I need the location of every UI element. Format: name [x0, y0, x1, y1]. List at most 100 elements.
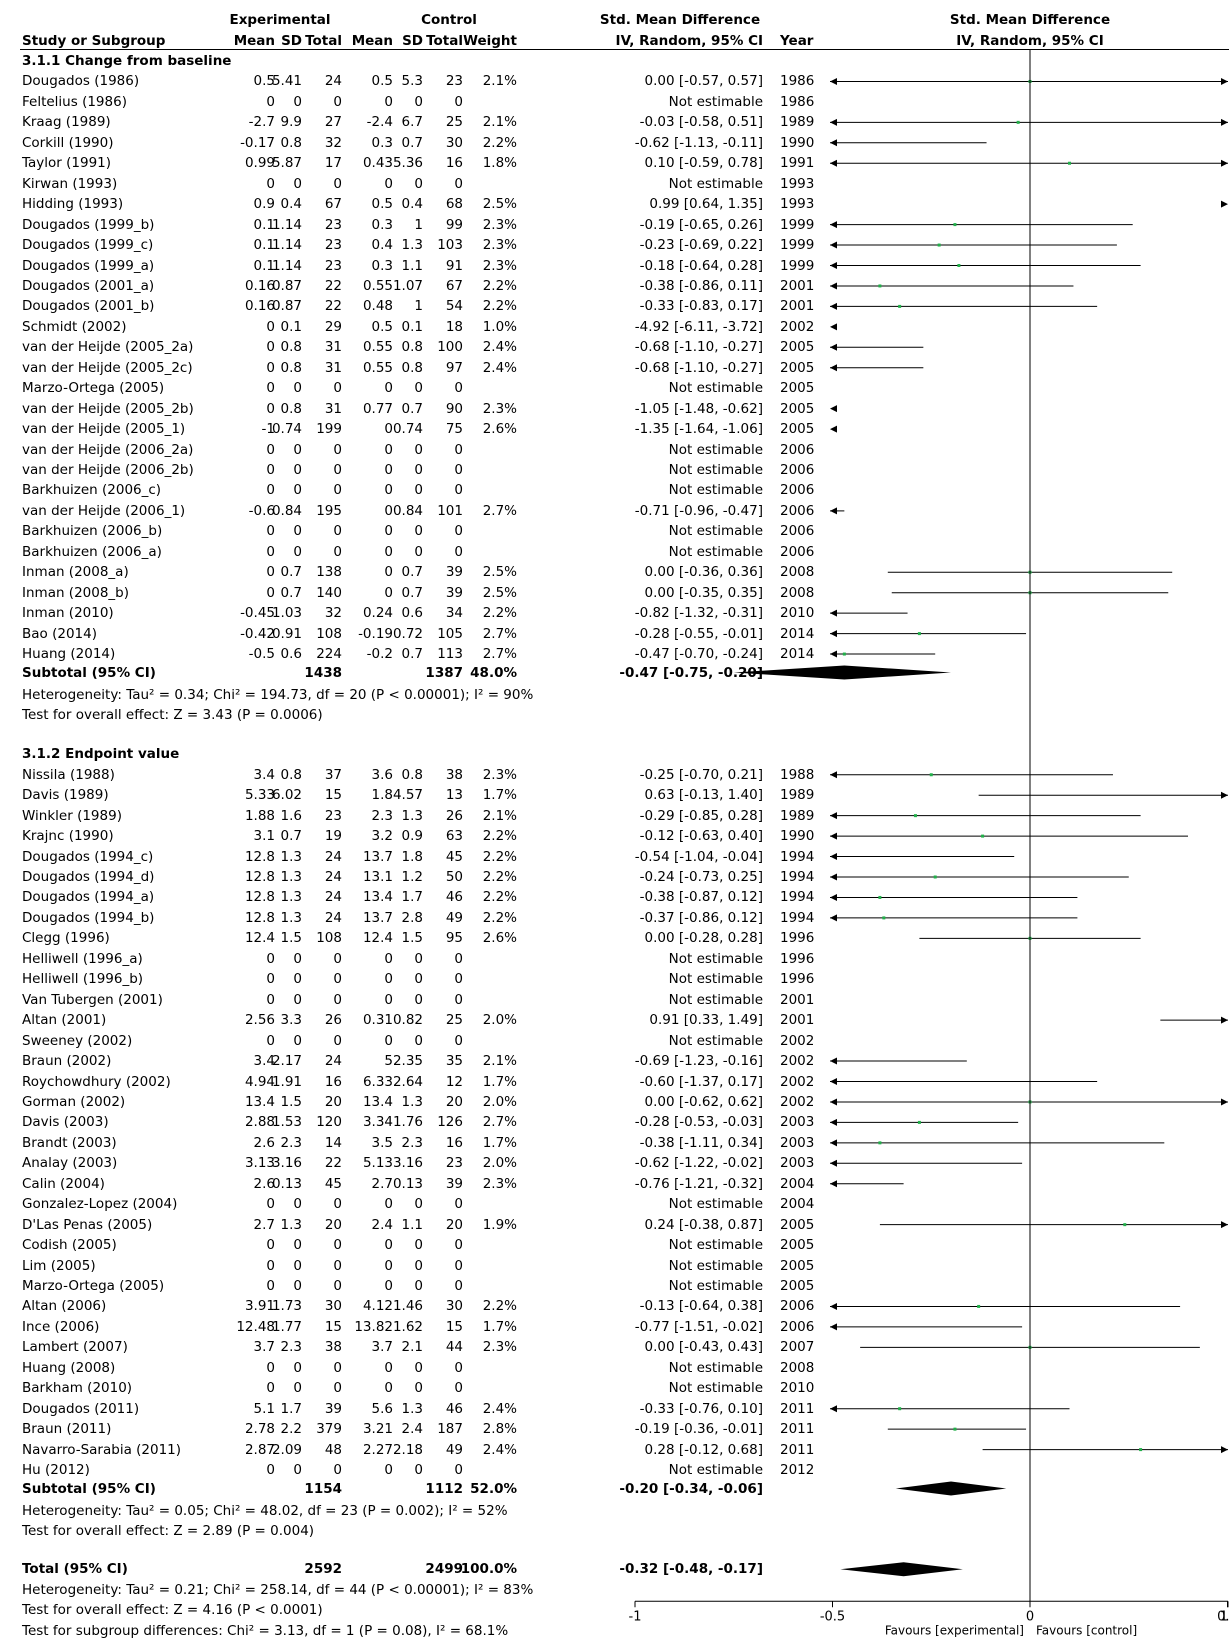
study-1-15-arrow-left: [830, 364, 837, 372]
study-year: 2008: [780, 1359, 815, 1376]
study-meanE: 3.91: [244, 1298, 275, 1315]
study-totE: 32: [324, 134, 342, 151]
study-name: Helliwell (1996_a): [22, 950, 143, 967]
x-tick-label: -0.5: [820, 1609, 845, 1624]
study-totE: 20: [324, 1093, 342, 1110]
study-year: 2014: [780, 625, 815, 642]
study-year: 2011: [780, 1400, 815, 1417]
study-meanE: -0.17: [240, 134, 275, 151]
study-sdC: 1: [414, 298, 423, 315]
study-weight: 2.3%: [482, 216, 517, 233]
heterogeneity: Heterogeneity: Tau² = 0.34; Chi² = 194.7…: [22, 686, 534, 703]
study-ci: -0.68 [-1.10, -0.27]: [634, 359, 763, 376]
study-meanE: -0.45: [240, 605, 275, 622]
study-meanC: -0.19: [358, 625, 393, 642]
study-meanC: 2.4: [371, 1216, 393, 1233]
study-meanE: 1.88: [244, 807, 275, 824]
study-weight: 2.4%: [482, 359, 517, 376]
study-ci: -0.03 [-0.58, 0.51]: [639, 114, 763, 131]
study-totC: 113: [437, 646, 463, 663]
study-2-3-point: [913, 814, 917, 818]
study-sdC: 1.76: [392, 1114, 423, 1131]
study-year: 1986: [780, 73, 815, 90]
study-2-21-arrow-left: [830, 1180, 837, 1188]
study-year: 1994: [780, 889, 815, 906]
study-totE: 140: [316, 584, 342, 601]
study-totC: 18: [445, 318, 463, 335]
study-totC: 0: [454, 543, 463, 560]
study-year: 1990: [780, 134, 815, 151]
study-ci: -0.38 [-0.87, 0.12]: [639, 889, 763, 906]
study-sdC: 0: [414, 950, 423, 967]
study-sdE: 1.14: [271, 237, 302, 254]
study-meanE: 12.48: [236, 1318, 275, 1335]
study-2-1-point: [929, 773, 933, 777]
study-sdE: 1.3: [280, 1216, 302, 1233]
header-total-c: Total: [426, 33, 463, 49]
subtotal-weight: 48.0%: [470, 664, 517, 681]
study-name: Dougados (1999_a): [22, 257, 155, 274]
study-totC: 126: [437, 1114, 463, 1131]
study-year: 2005: [780, 380, 815, 397]
study-ci: -0.47 [-0.70, -0.24]: [634, 646, 763, 663]
study-2-28-arrow-left: [830, 1323, 837, 1331]
study-totE: 23: [324, 216, 342, 233]
study-meanC: 0.77: [362, 400, 393, 417]
study-ci: Not estimable: [668, 971, 763, 988]
study-name: Kirwan (1993): [22, 175, 118, 192]
study-totE: 48: [324, 1441, 342, 1458]
study-name: Roychowdhury (2002): [22, 1073, 171, 1090]
favours-experimental-label: Favours [experimental]: [885, 1623, 1024, 1637]
study-sdE: 1.73: [271, 1298, 302, 1315]
study-year: 2007: [780, 1339, 815, 1356]
study-meanE: 0: [266, 971, 275, 988]
study-sdE: 0.7: [280, 584, 302, 601]
study-totC: 0: [454, 482, 463, 499]
study-sdE: 0: [293, 1462, 302, 1479]
total-label: Total (95% CI): [22, 1561, 128, 1578]
study-name: Kraag (1989): [22, 114, 111, 131]
study-name: Codish (2005): [22, 1237, 117, 1254]
study-year: 2006: [780, 1318, 815, 1335]
study-sdE: 3.3: [280, 1012, 302, 1029]
study-ci: Not estimable: [668, 441, 763, 458]
study-totC: 16: [445, 1134, 463, 1151]
study-ci: 0.00 [-0.28, 0.28]: [644, 930, 763, 947]
study-ci: -0.69 [-1.23, -0.16]: [634, 1053, 763, 1070]
study-2-1-arrow-left: [830, 771, 837, 779]
study-ci: -0.38 [-1.11, 0.34]: [639, 1134, 763, 1151]
study-ci: -0.33 [-0.83, 0.17]: [639, 298, 763, 315]
study-totE: 224: [316, 646, 342, 663]
study-meanC: 12.4: [362, 930, 393, 947]
study-totC: 20: [445, 1093, 463, 1110]
study-sdE: 0: [293, 1278, 302, 1294]
study-totC: 0: [454, 991, 463, 1008]
study-name: van der Heijde (2005_2c): [22, 359, 193, 376]
study-weight: 2.7%: [482, 646, 517, 663]
study-sdC: 5.36: [392, 155, 423, 172]
study-weight: 2.3%: [482, 237, 517, 254]
study-meanC: 0: [384, 1237, 393, 1254]
study-totE: 22: [324, 298, 342, 315]
study-meanC: 0: [384, 971, 393, 988]
study-name: Gonzalez-Lopez (2004): [22, 1196, 178, 1213]
study-sdC: 0.82: [392, 1012, 423, 1029]
study-ci: Not estimable: [668, 1237, 763, 1254]
study-ci: -0.24 [-0.73, 0.25]: [639, 869, 763, 885]
header-study: Study or Subgroup: [22, 33, 166, 49]
study-totE: 0: [333, 380, 342, 397]
study-totC: 12: [445, 1073, 463, 1090]
study-meanE: 3.1: [253, 828, 275, 845]
study-totE: 379: [316, 1421, 342, 1438]
study-sdC: 1.7: [401, 889, 423, 906]
study-year: 2003: [780, 1114, 815, 1131]
study-totE: 16: [324, 1073, 342, 1090]
study-meanE: 5.1: [253, 1400, 275, 1417]
study-weight: 2.7%: [482, 502, 517, 519]
study-sdE: 0.7: [280, 828, 302, 845]
study-sdC: 1.3: [401, 807, 423, 824]
study-year: 1999: [780, 257, 815, 274]
study-totE: 138: [316, 564, 342, 581]
study-totE: 17: [324, 155, 342, 172]
